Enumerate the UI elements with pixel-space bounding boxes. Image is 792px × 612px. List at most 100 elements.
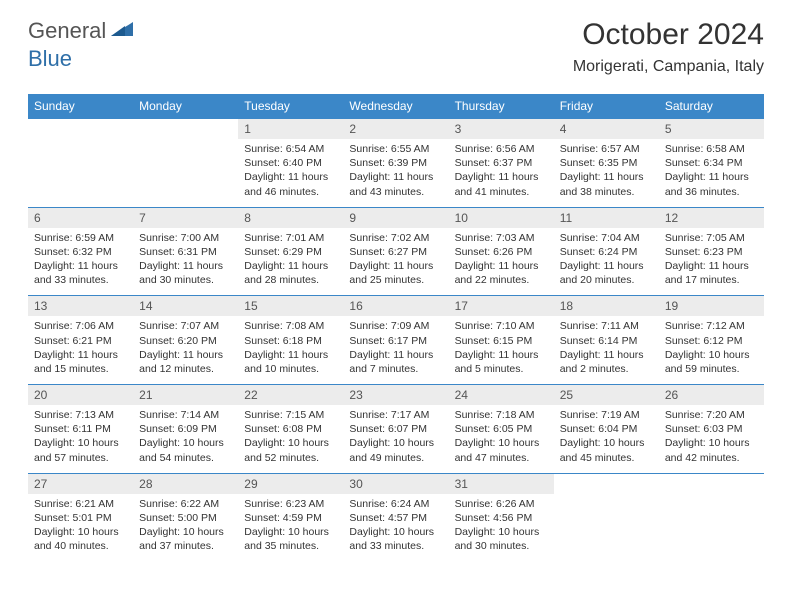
weekday-header: Friday — [554, 94, 659, 118]
calendar-day-cell: 12Sunrise: 7:05 AMSunset: 6:23 PMDayligh… — [659, 207, 764, 296]
calendar-day-cell — [659, 473, 764, 562]
calendar-day-cell: 24Sunrise: 7:18 AMSunset: 6:05 PMDayligh… — [449, 384, 554, 473]
day-number: 9 — [343, 207, 448, 228]
calendar-table: Sunday Monday Tuesday Wednesday Thursday… — [28, 94, 764, 561]
day-number: 2 — [343, 118, 448, 139]
logo: General — [28, 18, 137, 44]
day-number: 5 — [659, 118, 764, 139]
day-number: 21 — [133, 384, 238, 405]
calendar-week-row: 13Sunrise: 7:06 AMSunset: 6:21 PMDayligh… — [28, 295, 764, 384]
day-details: Sunrise: 7:15 AMSunset: 6:08 PMDaylight:… — [238, 405, 343, 473]
day-details: Sunrise: 7:10 AMSunset: 6:15 PMDaylight:… — [449, 316, 554, 384]
day-details: Sunrise: 6:59 AMSunset: 6:32 PMDaylight:… — [28, 228, 133, 296]
weekday-header: Tuesday — [238, 94, 343, 118]
day-details: Sunrise: 7:00 AMSunset: 6:31 PMDaylight:… — [133, 228, 238, 296]
day-details: Sunrise: 6:23 AMSunset: 4:59 PMDaylight:… — [238, 494, 343, 562]
calendar-day-cell: 3Sunrise: 6:56 AMSunset: 6:37 PMDaylight… — [449, 118, 554, 207]
calendar-day-cell — [28, 118, 133, 207]
day-details: Sunrise: 6:55 AMSunset: 6:39 PMDaylight:… — [343, 139, 448, 207]
day-number: 22 — [238, 384, 343, 405]
calendar-day-cell: 22Sunrise: 7:15 AMSunset: 6:08 PMDayligh… — [238, 384, 343, 473]
weekday-header: Sunday — [28, 94, 133, 118]
calendar-week-row: 1Sunrise: 6:54 AMSunset: 6:40 PMDaylight… — [28, 118, 764, 207]
title-block: October 2024 Morigerati, Campania, Italy — [573, 18, 764, 76]
day-details: Sunrise: 6:57 AMSunset: 6:35 PMDaylight:… — [554, 139, 659, 207]
day-details: Sunrise: 6:22 AMSunset: 5:00 PMDaylight:… — [133, 494, 238, 562]
day-details: Sunrise: 6:24 AMSunset: 4:57 PMDaylight:… — [343, 494, 448, 562]
location: Morigerati, Campania, Italy — [573, 58, 764, 76]
calendar-day-cell: 17Sunrise: 7:10 AMSunset: 6:15 PMDayligh… — [449, 295, 554, 384]
day-details: Sunrise: 6:58 AMSunset: 6:34 PMDaylight:… — [659, 139, 764, 207]
calendar-day-cell: 10Sunrise: 7:03 AMSunset: 6:26 PMDayligh… — [449, 207, 554, 296]
weekday-header: Wednesday — [343, 94, 448, 118]
day-number: 23 — [343, 384, 448, 405]
header: General October 2024 Morigerati, Campani… — [0, 0, 792, 86]
day-details: Sunrise: 7:08 AMSunset: 6:18 PMDaylight:… — [238, 316, 343, 384]
day-number: 18 — [554, 295, 659, 316]
calendar-day-cell: 31Sunrise: 6:26 AMSunset: 4:56 PMDayligh… — [449, 473, 554, 562]
day-number: 15 — [238, 295, 343, 316]
calendar-day-cell: 29Sunrise: 6:23 AMSunset: 4:59 PMDayligh… — [238, 473, 343, 562]
day-number: 19 — [659, 295, 764, 316]
day-details: Sunrise: 7:06 AMSunset: 6:21 PMDaylight:… — [28, 316, 133, 384]
calendar-day-cell: 11Sunrise: 7:04 AMSunset: 6:24 PMDayligh… — [554, 207, 659, 296]
day-details: Sunrise: 7:14 AMSunset: 6:09 PMDaylight:… — [133, 405, 238, 473]
day-details: Sunrise: 7:12 AMSunset: 6:12 PMDaylight:… — [659, 316, 764, 384]
day-details: Sunrise: 7:02 AMSunset: 6:27 PMDaylight:… — [343, 228, 448, 296]
day-number: 7 — [133, 207, 238, 228]
calendar-day-cell: 19Sunrise: 7:12 AMSunset: 6:12 PMDayligh… — [659, 295, 764, 384]
calendar-day-cell: 25Sunrise: 7:19 AMSunset: 6:04 PMDayligh… — [554, 384, 659, 473]
day-details: Sunrise: 7:11 AMSunset: 6:14 PMDaylight:… — [554, 316, 659, 384]
day-details: Sunrise: 7:19 AMSunset: 6:04 PMDaylight:… — [554, 405, 659, 473]
day-number: 1 — [238, 118, 343, 139]
weekday-header: Saturday — [659, 94, 764, 118]
calendar-day-cell: 16Sunrise: 7:09 AMSunset: 6:17 PMDayligh… — [343, 295, 448, 384]
calendar-day-cell: 2Sunrise: 6:55 AMSunset: 6:39 PMDaylight… — [343, 118, 448, 207]
day-number: 24 — [449, 384, 554, 405]
calendar-day-cell: 6Sunrise: 6:59 AMSunset: 6:32 PMDaylight… — [28, 207, 133, 296]
weekday-header-row: Sunday Monday Tuesday Wednesday Thursday… — [28, 94, 764, 118]
calendar-day-cell: 30Sunrise: 6:24 AMSunset: 4:57 PMDayligh… — [343, 473, 448, 562]
day-details: Sunrise: 6:56 AMSunset: 6:37 PMDaylight:… — [449, 139, 554, 207]
calendar-day-cell — [133, 118, 238, 207]
calendar-day-cell: 9Sunrise: 7:02 AMSunset: 6:27 PMDaylight… — [343, 207, 448, 296]
day-number: 25 — [554, 384, 659, 405]
calendar-day-cell — [554, 473, 659, 562]
calendar-week-row: 6Sunrise: 6:59 AMSunset: 6:32 PMDaylight… — [28, 207, 764, 296]
calendar-week-row: 20Sunrise: 7:13 AMSunset: 6:11 PMDayligh… — [28, 384, 764, 473]
weekday-header: Monday — [133, 94, 238, 118]
day-details: Sunrise: 7:17 AMSunset: 6:07 PMDaylight:… — [343, 405, 448, 473]
day-number: 12 — [659, 207, 764, 228]
day-details: Sunrise: 7:13 AMSunset: 6:11 PMDaylight:… — [28, 405, 133, 473]
calendar-day-cell: 13Sunrise: 7:06 AMSunset: 6:21 PMDayligh… — [28, 295, 133, 384]
day-details: Sunrise: 7:18 AMSunset: 6:05 PMDaylight:… — [449, 405, 554, 473]
weekday-header: Thursday — [449, 94, 554, 118]
day-number: 11 — [554, 207, 659, 228]
calendar-week-row: 27Sunrise: 6:21 AMSunset: 5:01 PMDayligh… — [28, 473, 764, 562]
day-details: Sunrise: 7:07 AMSunset: 6:20 PMDaylight:… — [133, 316, 238, 384]
day-number: 8 — [238, 207, 343, 228]
month-title: October 2024 — [573, 18, 764, 52]
day-number: 27 — [28, 473, 133, 494]
day-details: Sunrise: 6:54 AMSunset: 6:40 PMDaylight:… — [238, 139, 343, 207]
day-number: 6 — [28, 207, 133, 228]
calendar-day-cell: 8Sunrise: 7:01 AMSunset: 6:29 PMDaylight… — [238, 207, 343, 296]
day-number: 29 — [238, 473, 343, 494]
day-number: 16 — [343, 295, 448, 316]
day-number: 20 — [28, 384, 133, 405]
logo-text-general: General — [28, 18, 106, 44]
day-number: 30 — [343, 473, 448, 494]
day-number: 17 — [449, 295, 554, 316]
calendar-day-cell: 14Sunrise: 7:07 AMSunset: 6:20 PMDayligh… — [133, 295, 238, 384]
calendar-day-cell: 26Sunrise: 7:20 AMSunset: 6:03 PMDayligh… — [659, 384, 764, 473]
calendar-day-cell: 4Sunrise: 6:57 AMSunset: 6:35 PMDaylight… — [554, 118, 659, 207]
calendar-day-cell: 20Sunrise: 7:13 AMSunset: 6:11 PMDayligh… — [28, 384, 133, 473]
logo-triangle-icon — [111, 20, 135, 43]
calendar-day-cell: 27Sunrise: 6:21 AMSunset: 5:01 PMDayligh… — [28, 473, 133, 562]
day-number: 31 — [449, 473, 554, 494]
day-details: Sunrise: 6:21 AMSunset: 5:01 PMDaylight:… — [28, 494, 133, 562]
day-number: 4 — [554, 118, 659, 139]
day-number: 14 — [133, 295, 238, 316]
day-details: Sunrise: 7:09 AMSunset: 6:17 PMDaylight:… — [343, 316, 448, 384]
day-number: 28 — [133, 473, 238, 494]
